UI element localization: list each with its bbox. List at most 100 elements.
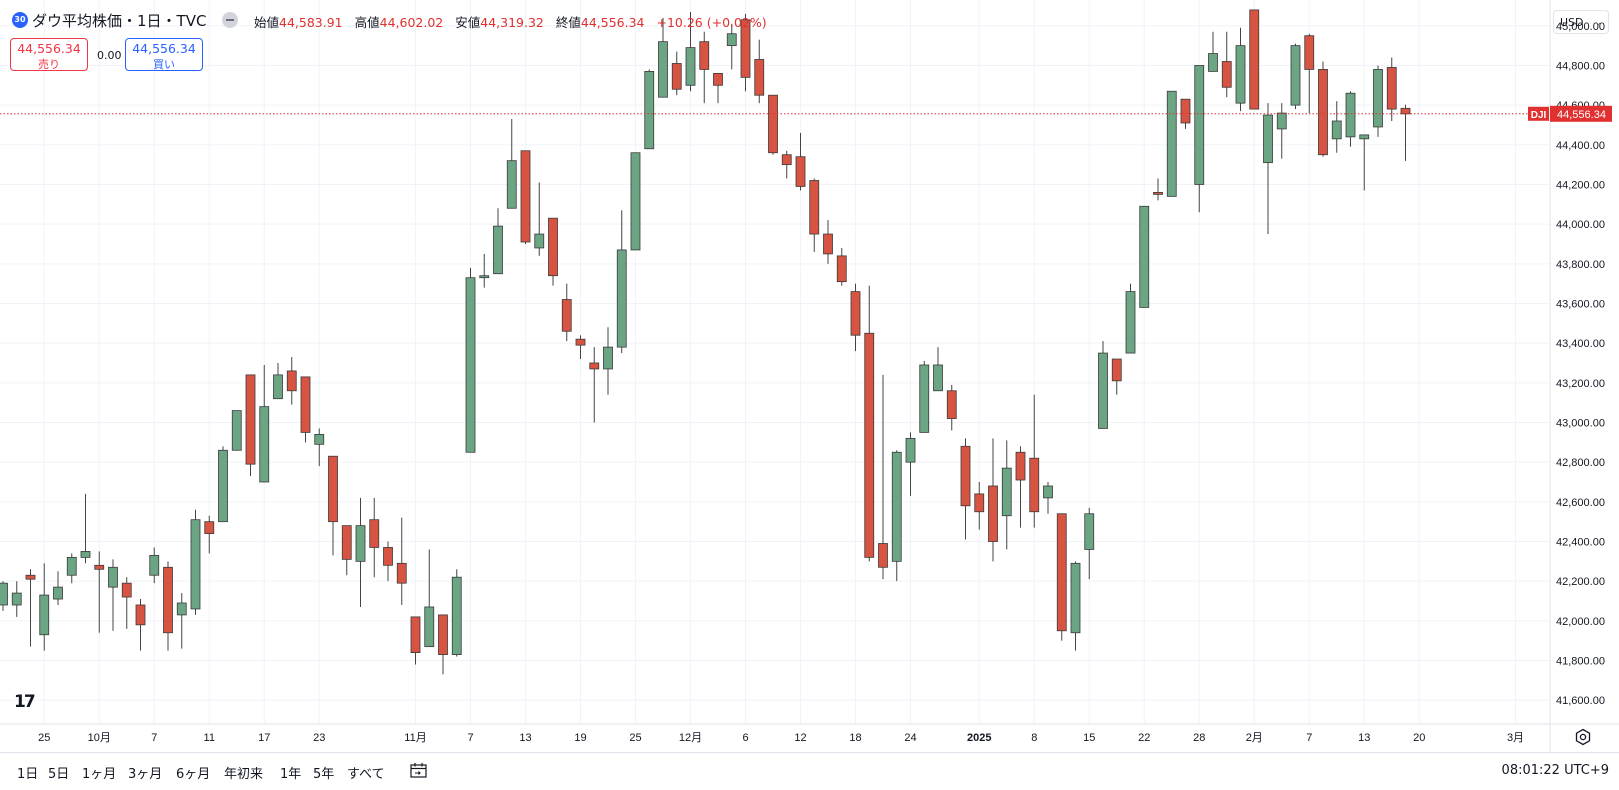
range-ytd-button[interactable]: 年初来: [224, 767, 264, 782]
price-tick-label: 44,400.00: [1556, 140, 1605, 152]
range-1y-button[interactable]: 1年: [280, 767, 302, 782]
candle: [1208, 31, 1218, 72]
range-5y-button[interactable]: 5年: [313, 767, 335, 782]
candle: [1249, 9, 1260, 110]
time-tick-label: 24: [904, 732, 916, 744]
candle-body: [878, 543, 888, 568]
candle-body: [94, 564, 105, 570]
candle: [1139, 205, 1150, 308]
candle: [218, 446, 228, 523]
candle-body: [1263, 114, 1273, 164]
candle: [506, 119, 517, 209]
candle-body: [589, 362, 600, 370]
low-value: 44,319.32: [480, 15, 544, 30]
candle-body: [328, 455, 338, 523]
price-tick-label: 42,400.00: [1556, 537, 1605, 549]
candle-body: [1304, 35, 1315, 70]
candle: [1029, 394, 1040, 528]
candle-body: [451, 576, 462, 655]
candle-body: [1166, 90, 1177, 197]
collapse-icon[interactable]: [222, 12, 238, 28]
candle-body: [1249, 9, 1260, 110]
candle-body: [960, 445, 971, 507]
settings-gear-icon[interactable]: [1574, 728, 1592, 746]
candle: [245, 374, 256, 477]
candle: [479, 253, 490, 288]
clock-timezone[interactable]: 08:01:22 UTC+9: [1501, 763, 1609, 778]
candle: [1221, 31, 1232, 98]
currency-select[interactable]: USD ⌄: [1553, 10, 1609, 34]
buy-button[interactable]: 44,556.34 買い: [125, 38, 203, 71]
candle: [1235, 27, 1246, 112]
candle: [754, 39, 765, 104]
range-6m-button[interactable]: 6ヶ月: [176, 767, 211, 782]
candle-body: [1153, 192, 1163, 195]
candle: [300, 376, 311, 443]
candle: [1180, 98, 1191, 129]
candle: [1125, 283, 1136, 354]
range-1m-button[interactable]: 1ヶ月: [82, 767, 117, 782]
candle-body: [80, 551, 91, 558]
candle-body: [795, 156, 806, 187]
dow-symbol-icon[interactable]: 30: [12, 12, 28, 28]
time-tick-label: 13: [1358, 732, 1370, 744]
range-3m-button[interactable]: 3ヶ月: [128, 767, 163, 782]
time-tick-label: 13: [519, 732, 531, 744]
candle: [66, 553, 77, 584]
candle-body: [135, 604, 146, 626]
candle-body: [314, 433, 325, 445]
price-axis[interactable]: 41,600.00 41,800.00 42,000.00 42,200.00 42,4…: [1556, 21, 1605, 707]
candle-body: [644, 71, 655, 150]
candle-body: [850, 291, 861, 336]
candle: [1070, 561, 1081, 651]
time-tick-label: 23: [313, 732, 325, 744]
range-all-button[interactable]: すべて: [347, 767, 385, 782]
price-tick-label: 44,800.00: [1556, 60, 1605, 72]
candle-body: [1015, 451, 1026, 481]
candle: [341, 525, 352, 576]
candle: [630, 152, 641, 251]
time-tick-label: 3月: [1507, 732, 1524, 744]
candle-body: [1194, 65, 1205, 185]
price-tick-label: 42,200.00: [1556, 576, 1605, 588]
candle-body: [204, 521, 215, 534]
candle-body: [355, 525, 366, 562]
candle-body: [575, 338, 586, 346]
currency-value: USD: [1560, 16, 1584, 29]
candle: [988, 438, 998, 562]
candle: [974, 482, 985, 530]
candle-body: [1111, 358, 1122, 382]
symbol-title[interactable]: ダウ平均株価・1日・TVC: [32, 12, 207, 30]
candle-body: [493, 225, 503, 275]
price-tick-label: 44,200.00: [1556, 179, 1605, 191]
candle-body: [520, 150, 531, 243]
candle-body: [1276, 112, 1287, 130]
candle-body: [1331, 120, 1342, 140]
candle: [768, 94, 778, 155]
candle-body: [149, 554, 160, 576]
time-tick-label: 11: [204, 732, 215, 744]
candle-body: [603, 346, 613, 370]
calendar-goto-icon[interactable]: [410, 762, 427, 778]
candle-body: [424, 606, 435, 648]
range-5d-button[interactable]: 5日: [48, 767, 70, 782]
candle-body: [506, 160, 517, 209]
candle-body: [53, 586, 63, 600]
candle-body: [121, 582, 132, 598]
candle-body: [919, 364, 930, 433]
candle-body: [383, 547, 393, 566]
candle: [905, 432, 916, 496]
sell-button[interactable]: 44,556.34 売り: [10, 38, 88, 71]
candle-body: [699, 41, 710, 70]
tradingview-logo[interactable]: 17: [14, 692, 36, 712]
candle-body: [823, 233, 833, 255]
candle: [94, 551, 105, 633]
candle: [671, 51, 682, 96]
time-axis[interactable]: 25 10月 7 11 17 23 11月 7 13 19 25 12月 6 12 18 24 2025 8 15 2…: [38, 732, 1524, 744]
range-1d-button[interactable]: 1日: [17, 767, 39, 782]
candle-body: [273, 374, 283, 400]
candle-body: [1056, 513, 1067, 632]
candle: [878, 374, 888, 580]
candle-body: [630, 152, 641, 251]
